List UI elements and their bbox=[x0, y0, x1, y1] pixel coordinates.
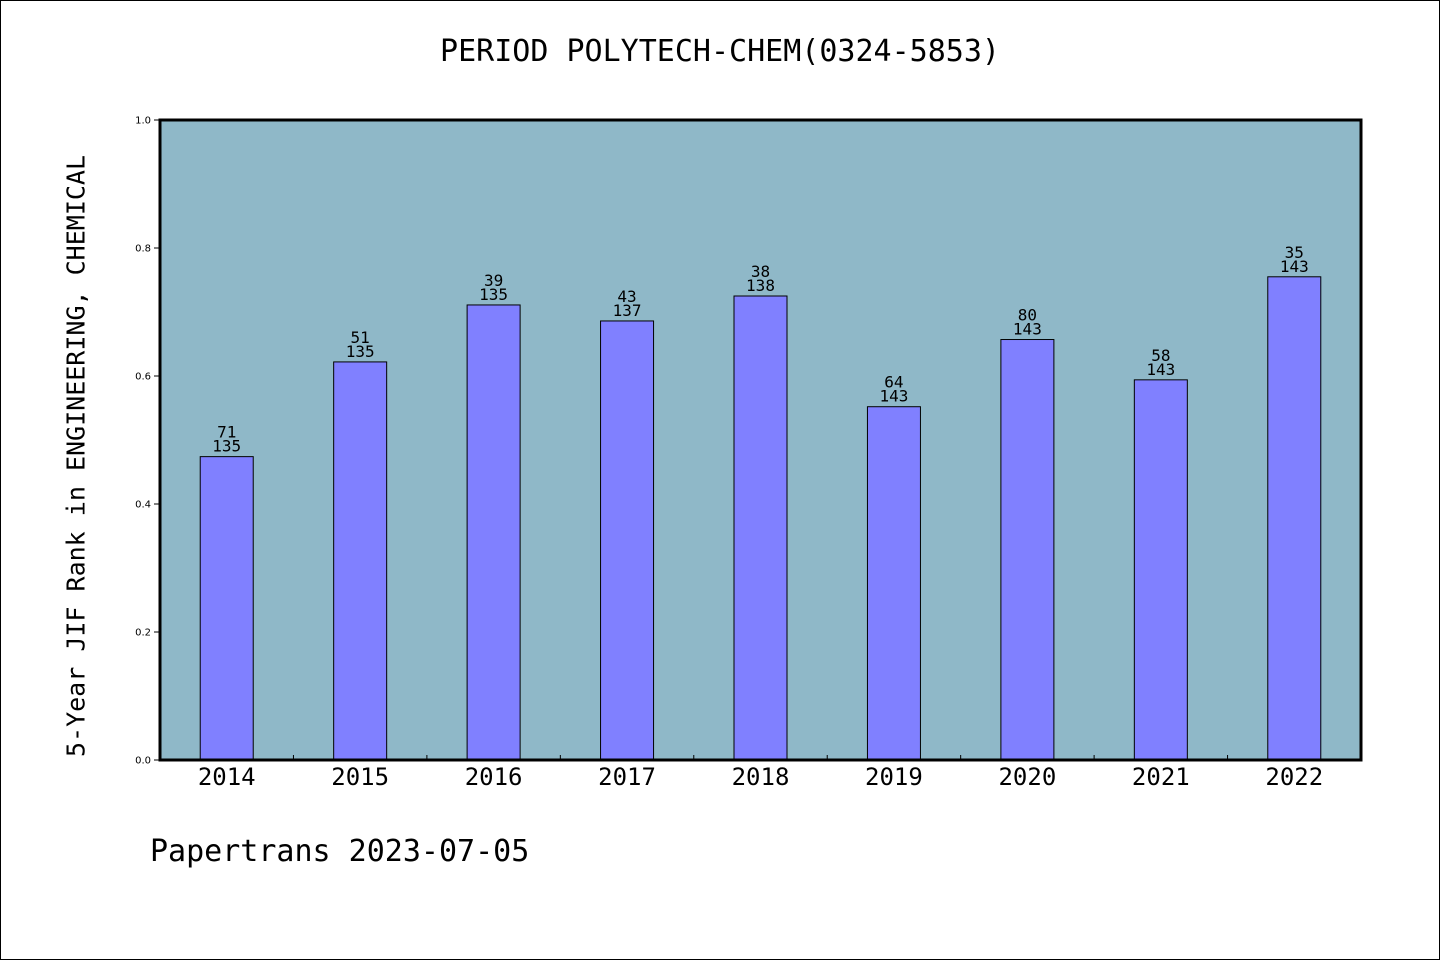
bar bbox=[600, 320, 655, 761]
bar-total-label: 135 bbox=[479, 285, 508, 304]
bar-total-label: 143 bbox=[879, 387, 908, 406]
bar bbox=[1133, 379, 1188, 761]
bar-total-label: 138 bbox=[746, 276, 775, 295]
y-tick-label: 0.2 bbox=[135, 628, 151, 639]
bar bbox=[333, 361, 388, 761]
y-tick-label: 0.0 bbox=[135, 756, 151, 767]
bar-rank-label: 64 bbox=[884, 373, 903, 392]
bar-total-label: 135 bbox=[212, 437, 241, 456]
bar bbox=[866, 406, 921, 761]
bar-rank-label: 39 bbox=[484, 271, 503, 290]
bar bbox=[199, 456, 254, 761]
bar-rank-label: 80 bbox=[1018, 306, 1037, 325]
x-tick-label: 2015 bbox=[331, 763, 389, 791]
y-tick-label: 0.4 bbox=[135, 500, 151, 511]
plot-border bbox=[158, 118, 1363, 762]
bar-total-label: 143 bbox=[1280, 257, 1309, 276]
x-tick-label: 2020 bbox=[998, 763, 1056, 791]
y-axis: 0.0 0.2 0.4 0.6 0.8 1.0 bbox=[135, 116, 160, 767]
bar-rank-label: 43 bbox=[617, 287, 636, 306]
x-tick-label: 2017 bbox=[598, 763, 656, 791]
bar-rank-label: 58 bbox=[1151, 346, 1170, 365]
bar-total-label: 143 bbox=[1146, 360, 1175, 379]
footer-source-date: Papertrans 2023-07-05 bbox=[150, 834, 530, 869]
x-tick-label: 2016 bbox=[465, 763, 523, 791]
x-tick-label: 2019 bbox=[865, 763, 923, 791]
bar-rank-label: 38 bbox=[751, 262, 770, 281]
bar-total-label: 143 bbox=[1013, 320, 1042, 339]
bar-total-label: 135 bbox=[346, 342, 375, 361]
bar bbox=[1267, 276, 1322, 761]
bar-rank-label: 51 bbox=[351, 328, 370, 347]
x-tick-label: 2022 bbox=[1265, 763, 1323, 791]
chart-title: PERIOD POLYTECH-CHEM(0324-5853) bbox=[440, 34, 1000, 69]
bar bbox=[466, 304, 521, 761]
bar-total-label: 137 bbox=[613, 301, 642, 320]
bar bbox=[1000, 339, 1055, 761]
x-tick-label: 2018 bbox=[732, 763, 790, 791]
y-tick-label: 1.0 bbox=[135, 116, 151, 127]
bar-rank-label: 71 bbox=[217, 423, 236, 442]
y-tick-label: 0.8 bbox=[135, 244, 151, 255]
x-tick-label: 2021 bbox=[1132, 763, 1190, 791]
x-axis: 2014 2015 2016 2017 2018 2019 2020 2021 2022 bbox=[198, 755, 1323, 791]
bar-rank-label: 35 bbox=[1285, 243, 1304, 262]
y-tick-label: 0.6 bbox=[135, 372, 151, 383]
bar bbox=[733, 295, 788, 761]
x-tick-label: 2014 bbox=[198, 763, 256, 791]
